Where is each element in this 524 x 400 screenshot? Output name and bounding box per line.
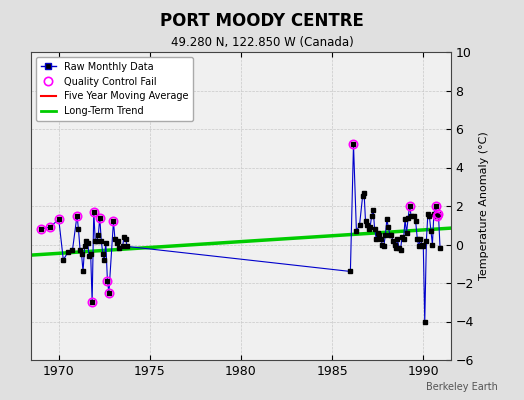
Text: PORT MOODY CENTRE: PORT MOODY CENTRE [160,12,364,30]
Y-axis label: Temperature Anomaly (°C): Temperature Anomaly (°C) [479,132,489,280]
Text: Berkeley Earth: Berkeley Earth [426,382,498,392]
Legend: Raw Monthly Data, Quality Control Fail, Five Year Moving Average, Long-Term Tren: Raw Monthly Data, Quality Control Fail, … [36,57,193,121]
Text: 49.280 N, 122.850 W (Canada): 49.280 N, 122.850 W (Canada) [171,36,353,49]
